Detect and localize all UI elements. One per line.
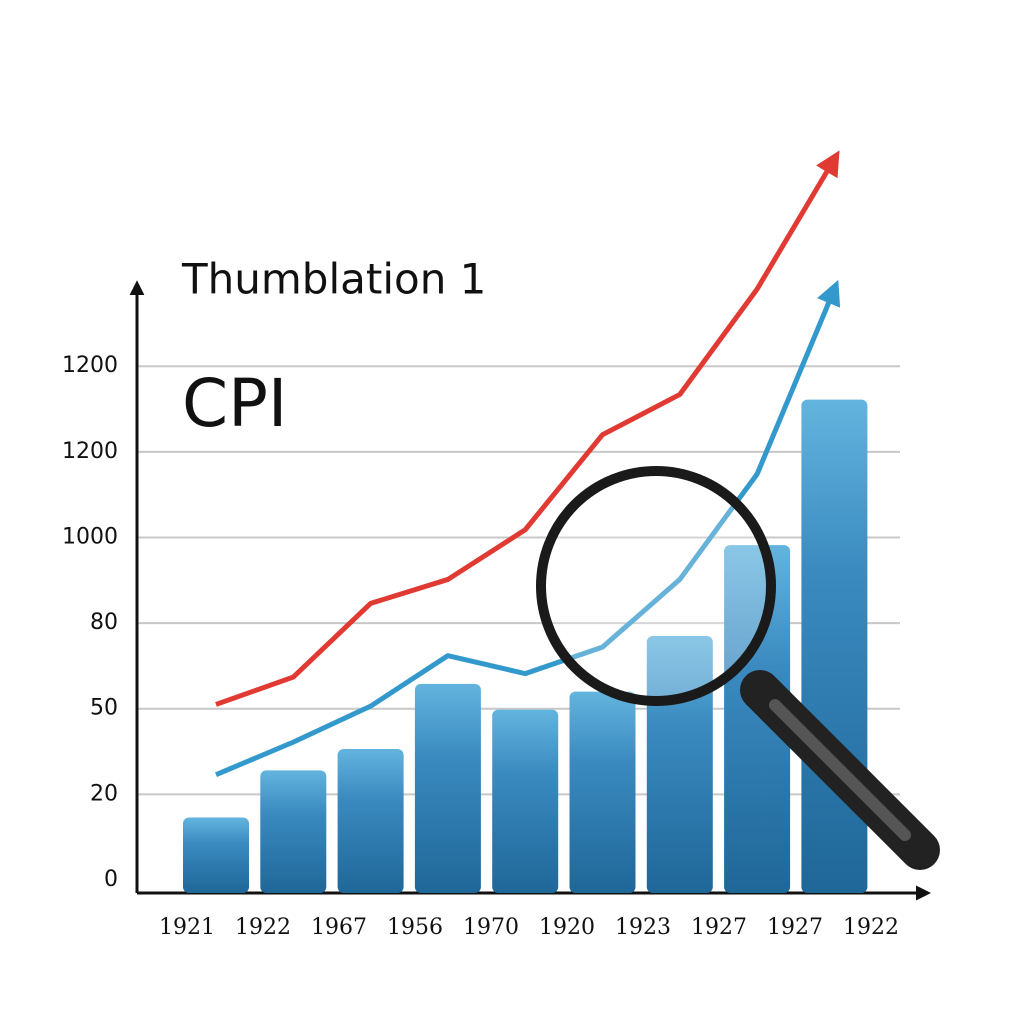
line (215, 279, 841, 777)
chart-subtitle: CPI (182, 365, 287, 442)
x-tick-label: 1970 (463, 915, 519, 940)
bar (492, 709, 559, 893)
chart-title: Thumblation 1 (181, 255, 486, 304)
x-tick-label: 1927 (691, 915, 747, 940)
y-tick-label: 1200 (62, 353, 118, 378)
y-tick-label: 1000 (62, 524, 118, 549)
y-tick-label: 20 (90, 781, 118, 806)
y-tick-label: 80 (90, 610, 118, 635)
x-tick-label: 1927 (767, 915, 823, 940)
bar (569, 691, 636, 893)
bar (414, 683, 481, 893)
x-tick-label: 1921 (159, 915, 215, 940)
y-tick-label: 1200 (62, 439, 118, 464)
bar (337, 748, 404, 893)
bar (183, 817, 249, 893)
bar (260, 770, 327, 893)
magnifier (536, 466, 940, 870)
y-tick-label: 50 (90, 696, 118, 721)
x-tick-label: 1922 (235, 915, 291, 940)
x-tick-label: 1920 (539, 915, 595, 940)
x-tick-label: 1956 (387, 915, 443, 940)
x-tick-label: 1922 (843, 915, 899, 940)
x-tick-label: 1923 (615, 915, 671, 940)
x-tick-label: 1967 (311, 915, 367, 940)
y-tick-label: 0 (104, 867, 118, 892)
bar (801, 399, 868, 893)
line (215, 150, 840, 707)
bar (724, 545, 791, 893)
